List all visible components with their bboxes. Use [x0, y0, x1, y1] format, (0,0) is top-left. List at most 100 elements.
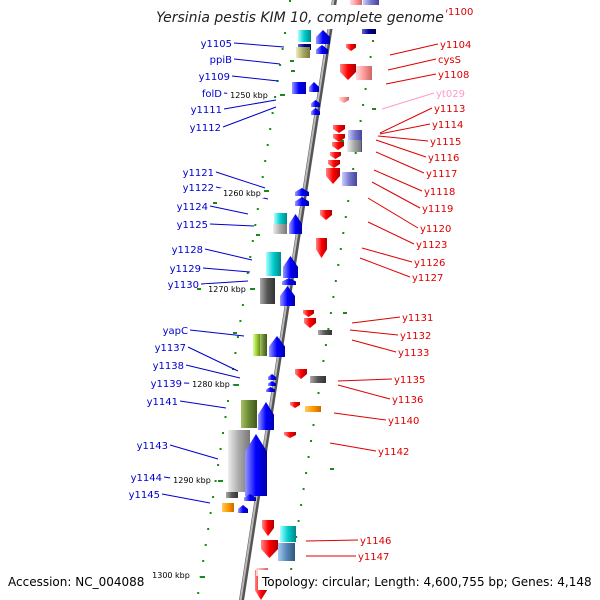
gene-label-y1123: y1123 [416, 240, 447, 251]
tick-mark [372, 108, 376, 110]
gene-label-y1109: y1109 [199, 72, 230, 83]
gene-box [222, 503, 234, 512]
gene-label-y1112: y1112 [190, 123, 221, 134]
leader-line [179, 400, 227, 409]
gene-label-y1142: y1142 [378, 447, 409, 458]
gene-label-y1140: y1140 [388, 416, 419, 427]
gene-label-y1145: y1145 [129, 490, 160, 501]
leader-line [349, 329, 399, 336]
reverse-gene-arrow [340, 64, 356, 80]
leader-line [385, 73, 437, 85]
tick-mark [310, 440, 312, 442]
forward-gene-arrow [282, 278, 296, 285]
leader-line [233, 42, 285, 48]
gene-label-y1126: y1126 [414, 258, 445, 269]
leader-line [215, 171, 266, 189]
leader-line [351, 316, 401, 324]
tick-mark [343, 312, 347, 314]
gene-box [280, 526, 296, 542]
gene-box [298, 30, 311, 42]
forward-gene-arrow [238, 505, 248, 513]
tick-mark [364, 88, 367, 90]
gene-box [278, 543, 295, 561]
leader-line [189, 329, 245, 337]
leader-line [231, 75, 279, 82]
gene-label-y1113: y1113 [434, 104, 465, 115]
gene-box [305, 406, 321, 412]
gene-box [260, 278, 275, 304]
kbp-markers: 1250 kbp 1260 kbp 1270 kbp 1280 kbp 1290 kbp… [149, 90, 285, 580]
forward-gene-arrow [316, 30, 330, 44]
tick-mark [274, 96, 277, 98]
tick-mark [324, 344, 327, 346]
tick-mark [281, 48, 284, 50]
forward-gene-arrow [295, 197, 309, 206]
tick-mark [291, 70, 295, 72]
kbp-label: 1260 kbp [223, 189, 261, 198]
leader-line [337, 384, 391, 400]
gene-label-cysS: cysS [438, 55, 461, 66]
tick-mark [290, 568, 293, 570]
tick-mark [204, 544, 207, 546]
gene-label-y1146: y1146 [360, 536, 391, 547]
kbp-label: 1270 kbp [208, 285, 246, 294]
tick-mark [339, 248, 342, 250]
gene-box [292, 82, 306, 94]
gene-label-y1122: y1122 [183, 183, 214, 194]
tick-mark [197, 288, 201, 290]
gene-label-y1133: y1133 [398, 348, 429, 359]
kbp-label: 1280 kbp [192, 380, 230, 389]
leader-line [351, 339, 397, 353]
tick-mark [256, 208, 259, 210]
forward-gene-arrow [280, 286, 295, 306]
leader-line [222, 106, 277, 128]
gene-label-y1127: y1127 [412, 273, 443, 284]
reverse-gene-arrow [328, 160, 340, 168]
tick-mark [217, 464, 220, 466]
tick-mark [295, 536, 298, 538]
tick-mark [227, 400, 229, 402]
tick-mark [251, 240, 254, 242]
accession-background [4, 570, 148, 590]
kbp-tick [264, 190, 269, 192]
gene-label-y1132: y1132 [400, 331, 431, 342]
leader-line [367, 221, 415, 245]
leader-line [371, 181, 421, 209]
tick-mark [279, 64, 282, 66]
tick-mark [266, 144, 269, 146]
leader-line [185, 364, 241, 379]
tick-mark [271, 112, 274, 114]
tick-mark [322, 360, 325, 362]
gene-label-y1117: y1117 [426, 169, 457, 180]
tick-mark [256, 234, 260, 236]
tick-mark [254, 224, 257, 226]
forward-gene-arrow [295, 188, 309, 196]
forward-gene-arrow [244, 494, 256, 501]
gene-box [226, 492, 238, 498]
leader-line [305, 539, 359, 542]
leader-line [359, 257, 411, 278]
gene-box [310, 376, 326, 383]
leader-line [337, 378, 393, 382]
tick-mark [347, 200, 350, 202]
tick-mark [197, 592, 200, 594]
gene-box [273, 224, 287, 234]
map-title: Yersinia pestis KIM 10, complete genome [156, 10, 444, 26]
kbp-label-background [170, 475, 214, 485]
gene-label-y1118: y1118 [424, 187, 455, 198]
tick-mark [332, 296, 335, 298]
gene-label-yapC: yapC [163, 326, 188, 337]
leader-line [209, 223, 255, 227]
leader-line [187, 346, 239, 372]
gene-label-y1104: y1104 [440, 40, 471, 51]
tick-mark [289, 0, 291, 2]
gene-box [347, 140, 361, 152]
forward-gene-arrow [311, 100, 320, 107]
forward-gene-arrow [311, 108, 320, 115]
reverse-gene-arrow [326, 168, 340, 184]
tick-mark [224, 416, 227, 418]
gene-label-y1105: y1105 [201, 39, 232, 50]
leader-line [223, 99, 277, 110]
gene-label-y1114: y1114 [432, 120, 463, 131]
